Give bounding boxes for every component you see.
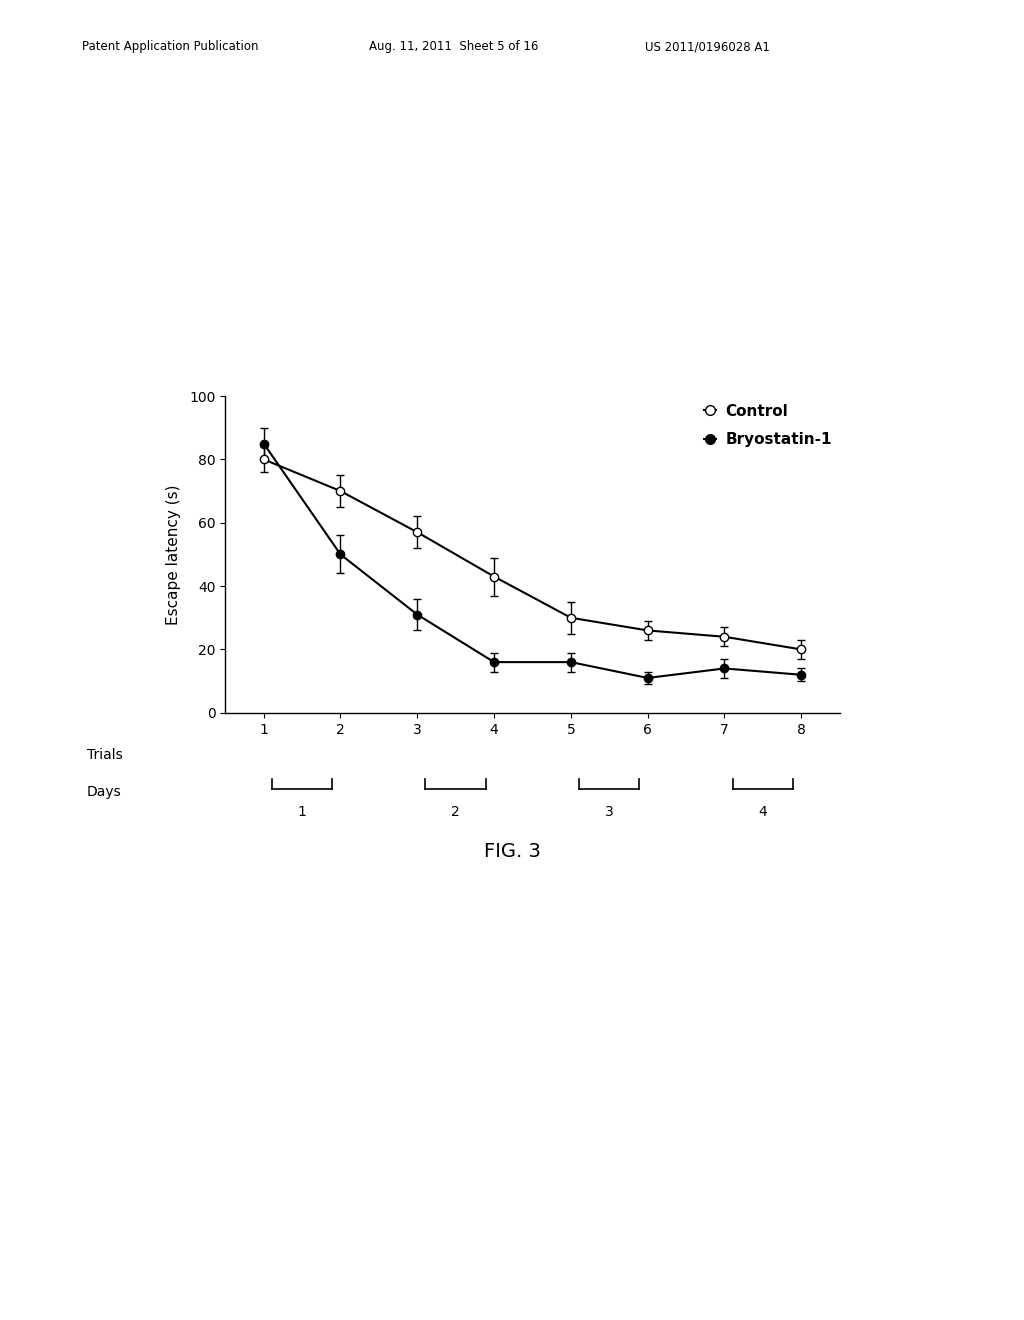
Text: 4: 4	[759, 805, 767, 820]
Text: FIG. 3: FIG. 3	[483, 842, 541, 861]
Legend: Control, Bryostatin-1: Control, Bryostatin-1	[705, 404, 833, 447]
Text: Days: Days	[87, 785, 122, 799]
Text: Patent Application Publication: Patent Application Publication	[82, 40, 258, 53]
Text: 1: 1	[298, 805, 306, 820]
Text: 2: 2	[452, 805, 460, 820]
Text: Trials: Trials	[87, 748, 123, 762]
Text: 3: 3	[605, 805, 613, 820]
Text: Aug. 11, 2011  Sheet 5 of 16: Aug. 11, 2011 Sheet 5 of 16	[369, 40, 538, 53]
Text: US 2011/0196028 A1: US 2011/0196028 A1	[645, 40, 770, 53]
Y-axis label: Escape latency (s): Escape latency (s)	[166, 484, 181, 624]
